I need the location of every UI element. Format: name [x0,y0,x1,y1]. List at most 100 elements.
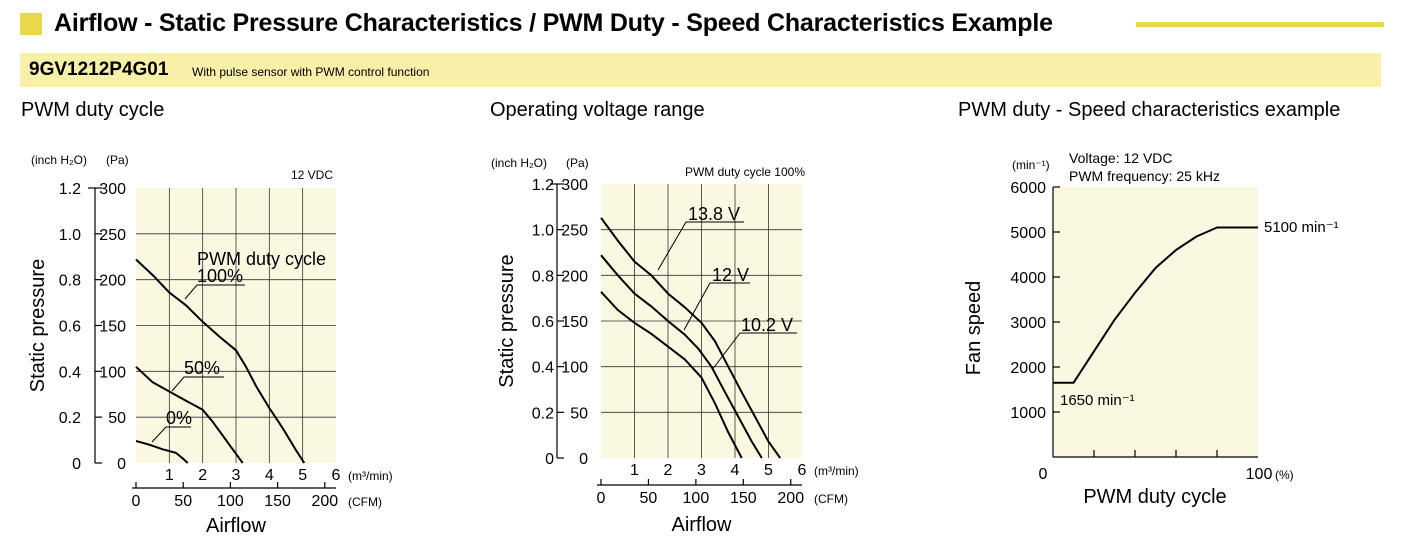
y-tick-label: 6000 [1010,180,1046,197]
header-marker [20,13,42,35]
inch-tick-label: 1.2 [59,181,81,198]
series-line-2 [600,291,743,459]
x-units-m3: (m³/min) [348,469,393,483]
pa-tick-label: 100 [99,364,126,381]
pa-tick-label: 100 [561,360,588,377]
series-line-1 [135,366,244,464]
x-tick-label-0: 0 [1039,466,1048,483]
y-axis-label: Static pressure [27,259,49,392]
y-tick-label: 1000 [1010,405,1046,422]
cfm-tick-label: 100 [217,493,244,510]
model-description: With pulse sensor with PWM control funct… [192,65,430,79]
y-tick-label: 3000 [1010,315,1046,332]
series-line-2 [135,440,189,464]
cfm-tick-label: 150 [730,490,757,507]
pa-tick-label: 50 [108,410,126,427]
x-tick-label: 4 [265,467,274,484]
leader-line [711,332,797,371]
series-label: 12 V [712,265,749,285]
series-label: 50% [184,358,220,378]
x-units-cfm: (CFM) [348,495,382,509]
x-tick-label: 5 [764,462,773,479]
cfm-tick-label: 100 [683,490,710,507]
x-axis-label: Airflow [206,515,267,537]
annotation-max: 5100 min⁻¹ [1264,219,1339,236]
x-tick-label: 6 [332,467,341,484]
x-tick-label: 4 [731,462,740,479]
inch-tick-label: 0 [72,456,81,473]
inch-tick-label: 0 [545,451,554,468]
inch-tick-label: 0.2 [59,410,81,427]
chart-note: PWM duty cycle 100% [685,165,805,179]
x-tick-label: 2 [664,462,673,479]
inch-tick-label: 0.4 [59,364,81,381]
cfm-tick-label: 0 [597,490,606,507]
legend-title: PWM duty cycle [197,249,326,269]
cfm-tick-label: 0 [132,493,141,510]
y-tick-label: 2000 [1010,360,1046,377]
cfm-tick-label: 200 [311,493,338,510]
plot-area [1053,187,1258,457]
leader-line [184,284,245,300]
x-tick-label: 5 [298,467,307,484]
inch-tick-label: 0.6 [59,319,81,336]
pa-tick-label: 300 [99,181,126,198]
y-units: (min⁻¹) [1012,158,1050,172]
note-voltage: Voltage: 12 VDC [1069,150,1173,166]
x-tick-label: 3 [232,467,241,484]
leader-line [657,221,744,271]
pa-tick-label: 250 [561,223,588,240]
pa-tick-label: 200 [561,268,588,285]
x-tick-label-100: 100 [1246,466,1273,483]
cfm-tick-label: 200 [777,490,804,507]
section-header: Airflow - Static Pressure Characteristic… [20,8,1384,40]
inch-tick-label: 0.8 [59,273,81,290]
inch-tick-label: 1.0 [532,223,554,240]
inch-tick-label: 1.0 [59,227,81,244]
model-band: 9GV1212P4G01 With pulse sensor with PWM … [20,53,1381,87]
inch-tick-label: 0.6 [532,314,554,331]
model-name: 9GV1212P4G01 [29,59,169,80]
header-rule [1136,22,1384,27]
x-tick-label: 3 [697,462,706,479]
y-units-pa: (Pa) [106,153,129,167]
leader-line [683,282,750,331]
page-title: Airflow - Static Pressure Characteristic… [54,9,1053,37]
chart1-title: PWM duty cycle [21,99,165,121]
y-units-pa: (Pa) [566,156,589,170]
note-frequency: PWM frequency: 25 kHz [1069,168,1220,184]
x-tick-label: 1 [630,462,639,479]
chart-note: 12 VDC [291,168,333,182]
x-units: (%) [1275,468,1294,482]
x-axis-label: Airflow [671,514,732,536]
x-tick-label: 6 [798,462,807,479]
pa-tick-label: 50 [570,405,588,422]
pa-tick-label: 0 [117,456,126,473]
y-tick-label: 5000 [1010,225,1046,242]
cfm-tick-label: 50 [640,490,658,507]
series-label: 100% [197,266,243,286]
pa-tick-label: 0 [579,451,588,468]
speed-line [1053,226,1258,384]
x-units-cfm: (CFM) [814,492,848,506]
y-units-inch: (inch H₂O) [491,156,547,170]
pa-tick-label: 300 [561,177,588,194]
inch-tick-label: 0.4 [532,360,554,377]
x-units-m3: (m³/min) [814,464,859,478]
chart3-title: PWM duty - Speed characteristics example [958,99,1341,121]
series-line-1 [600,254,763,459]
y-units-inch: (inch H₂O) [31,153,87,167]
pa-tick-label: 250 [99,227,126,244]
y-axis-label: Fan speed [963,281,985,376]
annotation-min: 1650 min⁻¹ [1060,392,1135,409]
inch-tick-label: 0.8 [532,268,554,285]
x-tick-label: 1 [165,467,174,484]
cfm-tick-label: 150 [264,493,291,510]
x-axis-label: PWM duty cycle [1083,486,1226,508]
pa-tick-label: 150 [561,314,588,331]
y-tick-label: 4000 [1010,270,1046,287]
inch-tick-label: 0.2 [532,405,554,422]
series-label: 13.8 V [688,204,740,224]
series-line-0 [600,217,782,459]
